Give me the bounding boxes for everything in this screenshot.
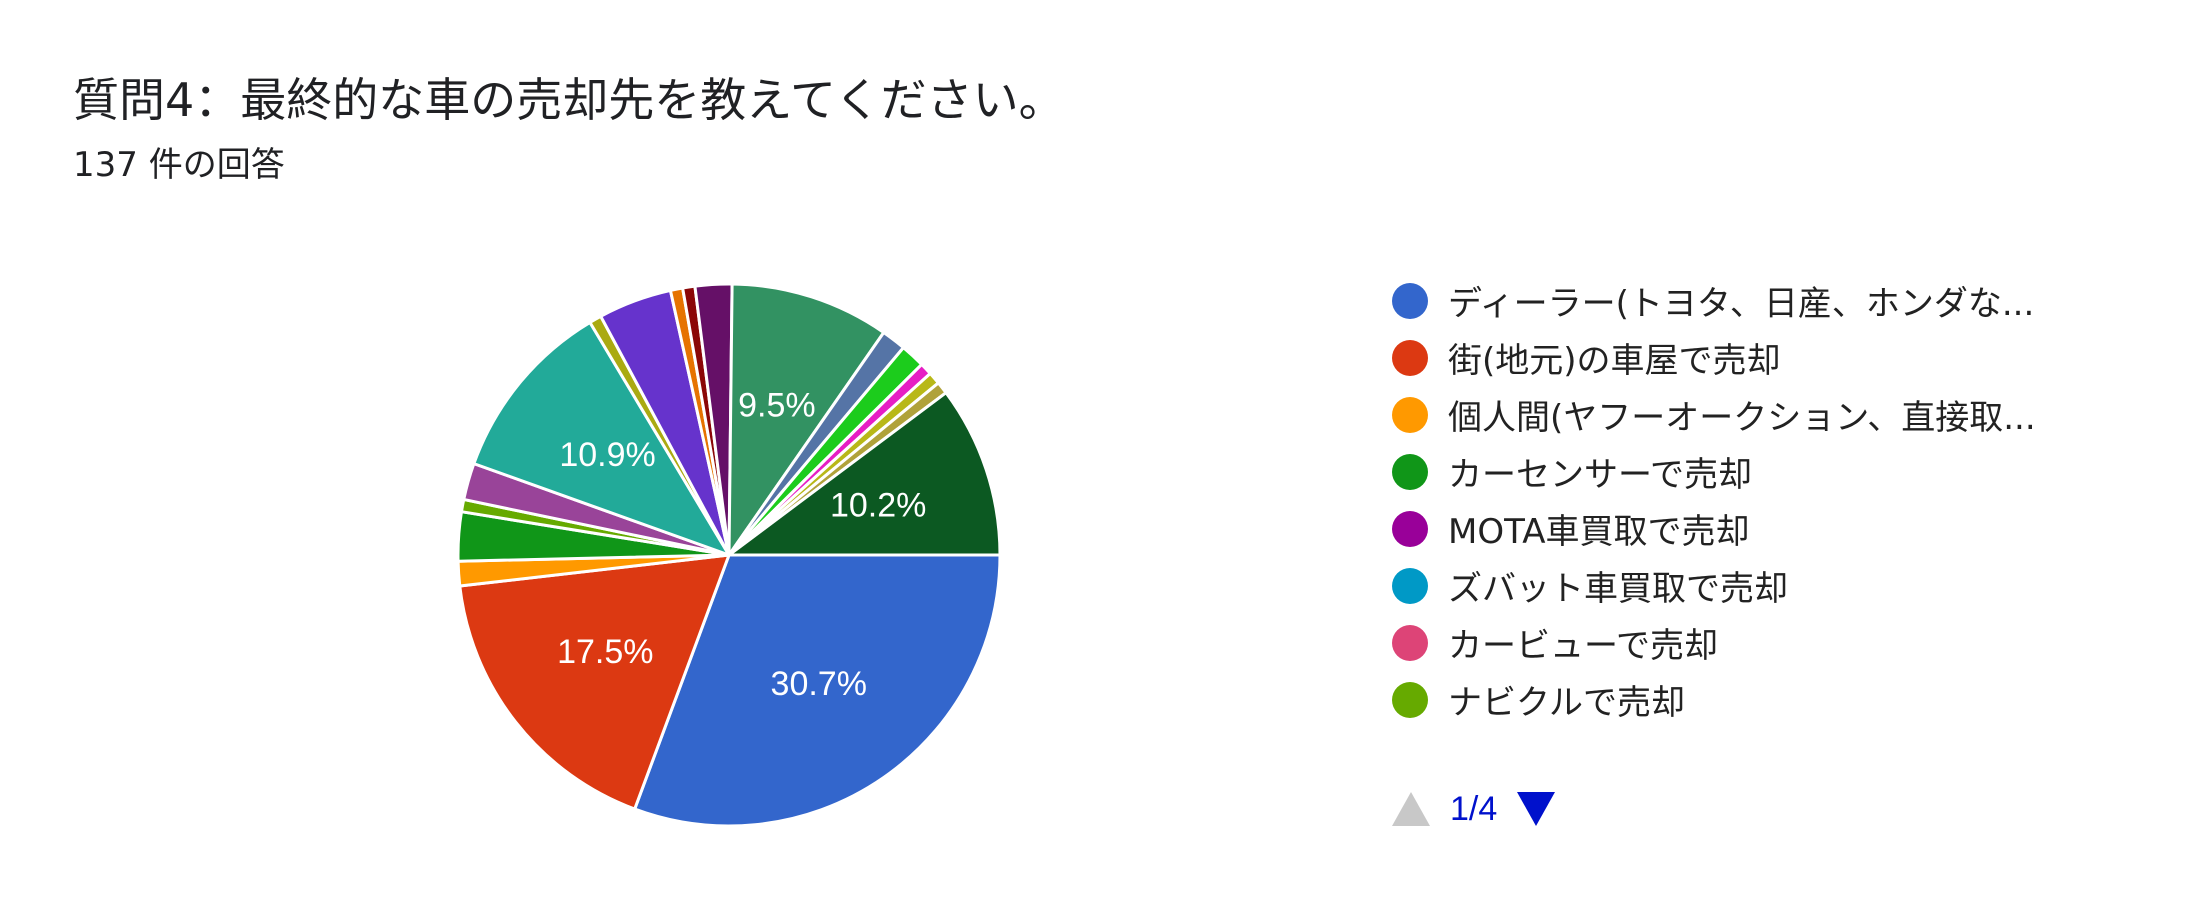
- legend-label: カービューで売却: [1448, 626, 1718, 666]
- pie-slice-label: 10.9%: [559, 436, 655, 474]
- legend-label: ディーラー(トヨタ、日産、ホンダな...: [1448, 284, 2035, 324]
- legend-item[interactable]: ズバット車買取で売却: [1392, 557, 2036, 614]
- question-title: 質問4：最終的な車の売却先を教えてください。: [73, 73, 1065, 127]
- legend-item[interactable]: カービューで売却: [1392, 614, 2036, 671]
- legend-dot: [1392, 453, 1428, 490]
- pie-slice-label: 30.7%: [771, 665, 867, 703]
- legend-dot: [1392, 681, 1428, 718]
- legend-dot: [1392, 567, 1428, 604]
- pie-slice-label: 17.5%: [557, 633, 653, 671]
- page-indicator: 1/4: [1450, 789, 1498, 828]
- legend-label: ナビクルで売却: [1448, 683, 1685, 723]
- triangle-up-icon: [1392, 792, 1430, 826]
- chart-legend: ディーラー(トヨタ、日産、ホンダな... 街(地元)の車屋で売却 個人間(ヤフー…: [1392, 272, 2036, 728]
- pie-slice-label: 10.2%: [830, 486, 926, 524]
- legend-dot: [1392, 282, 1428, 319]
- legend-label: ズバット車買取で売却: [1448, 569, 1788, 609]
- legend-item[interactable]: MOTA車買取で売却: [1392, 500, 2036, 557]
- triangle-down-icon[interactable]: [1517, 792, 1556, 826]
- pie-slice[interactable]: [633, 553, 1002, 828]
- response-count: 137 件の回答: [73, 145, 285, 185]
- legend-label: 街(地元)の車屋で売却: [1448, 341, 1781, 381]
- legend-item[interactable]: ナビクルで売却: [1392, 671, 2036, 728]
- legend-dot: [1392, 339, 1428, 376]
- legend-item[interactable]: 街(地元)の車屋で売却: [1392, 329, 2036, 386]
- legend-label: 個人間(ヤフーオークション、直接取...: [1448, 398, 2036, 438]
- legend-label: カーセンサーで売却: [1448, 455, 1752, 495]
- pie-slice-label: 9.5%: [738, 386, 816, 424]
- legend-label: MOTA車買取で売却: [1448, 512, 1750, 552]
- legend-dot: [1392, 396, 1428, 433]
- legend-dot: [1392, 624, 1428, 661]
- pie-slice[interactable]: [472, 320, 731, 557]
- legend-item[interactable]: ディーラー(トヨタ、日産、ホンダな...: [1392, 272, 2036, 329]
- legend-item[interactable]: カーセンサーで売却: [1392, 443, 2036, 500]
- legend-dot: [1392, 510, 1428, 547]
- legend-item[interactable]: 個人間(ヤフーオークション、直接取...: [1392, 386, 2036, 443]
- pie-slice[interactable]: [727, 282, 886, 557]
- legend-pager: 1/4: [1392, 785, 1556, 833]
- pie-slice[interactable]: [458, 553, 731, 811]
- pie-slice[interactable]: [727, 391, 1002, 557]
